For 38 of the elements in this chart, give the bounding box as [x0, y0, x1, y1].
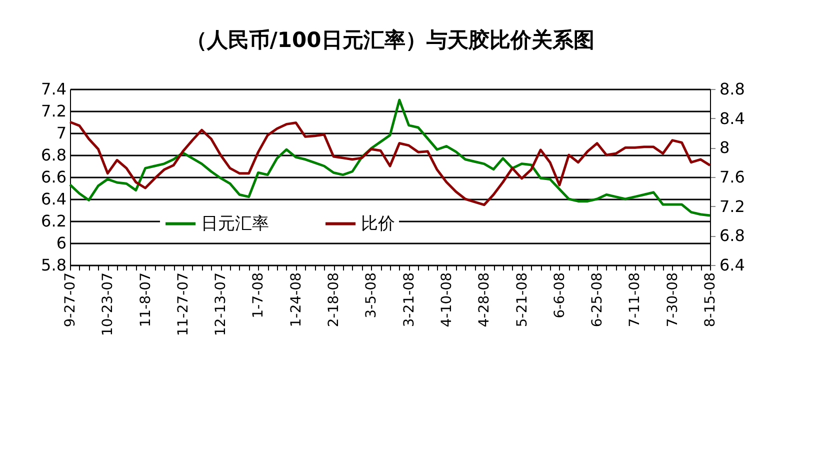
y2-tick-label: 8	[720, 138, 730, 158]
x-tick-label: 11-8-07	[138, 272, 154, 328]
x-tick-label: 10-23-07	[100, 272, 116, 336]
x-tick-label: 1-7-08	[250, 272, 267, 318]
y2-tick-label: 6.8	[720, 226, 745, 246]
y2-tick-label: 8.8	[720, 80, 745, 98]
x-tick-label: 9-27-07	[62, 272, 78, 328]
x-tick-label: 8-15-08	[702, 272, 718, 328]
x-tick-label: 3-21-08	[401, 272, 418, 328]
line-series	[68, 120, 712, 206]
legend-label: 比价	[361, 214, 395, 234]
x-tick-label: 11-27-07	[175, 272, 192, 336]
y2-tick-label: 8.4	[720, 108, 745, 128]
x-tick-label: 6-6-08	[552, 272, 568, 318]
y-tick-label: 7	[56, 124, 66, 142]
y2-tick-label: 7.6	[720, 168, 745, 186]
y-tick-label: 7.2	[41, 102, 66, 120]
y2-tick-label: 7.2	[720, 196, 745, 216]
y-tick-label: 6.4	[41, 190, 66, 208]
x-tick-label: 4-10-08	[438, 272, 455, 328]
chart-title: （人民币/100日元汇率）与天胶比价关系图	[186, 28, 594, 52]
x-tick-label: 12-13-07	[213, 272, 230, 336]
y-tick-label: 6.8	[41, 146, 66, 164]
x-tick-label: 7-11-08	[627, 272, 644, 328]
y-tick-label: 6.6	[41, 168, 66, 186]
x-tick-label: 6-25-08	[590, 272, 606, 328]
y2-tick-label: 6.4	[720, 256, 745, 274]
y-tick-label: 6.2	[41, 212, 66, 230]
y-tick-label: 6	[56, 234, 66, 252]
x-tick-label: 5-21-08	[514, 272, 530, 328]
x-tick-label: 3-5-08	[364, 272, 380, 318]
y-tick-label: 7.4	[41, 80, 66, 98]
x-tick-label: 2-18-08	[326, 272, 342, 328]
legend-label: 日元汇率	[201, 214, 269, 234]
x-tick-label: 1-24-08	[288, 272, 304, 328]
y-tick-label: 5.8	[41, 256, 66, 274]
x-tick-label: 4-28-08	[476, 272, 493, 328]
x-tick-label: 7-30-08	[664, 272, 681, 328]
